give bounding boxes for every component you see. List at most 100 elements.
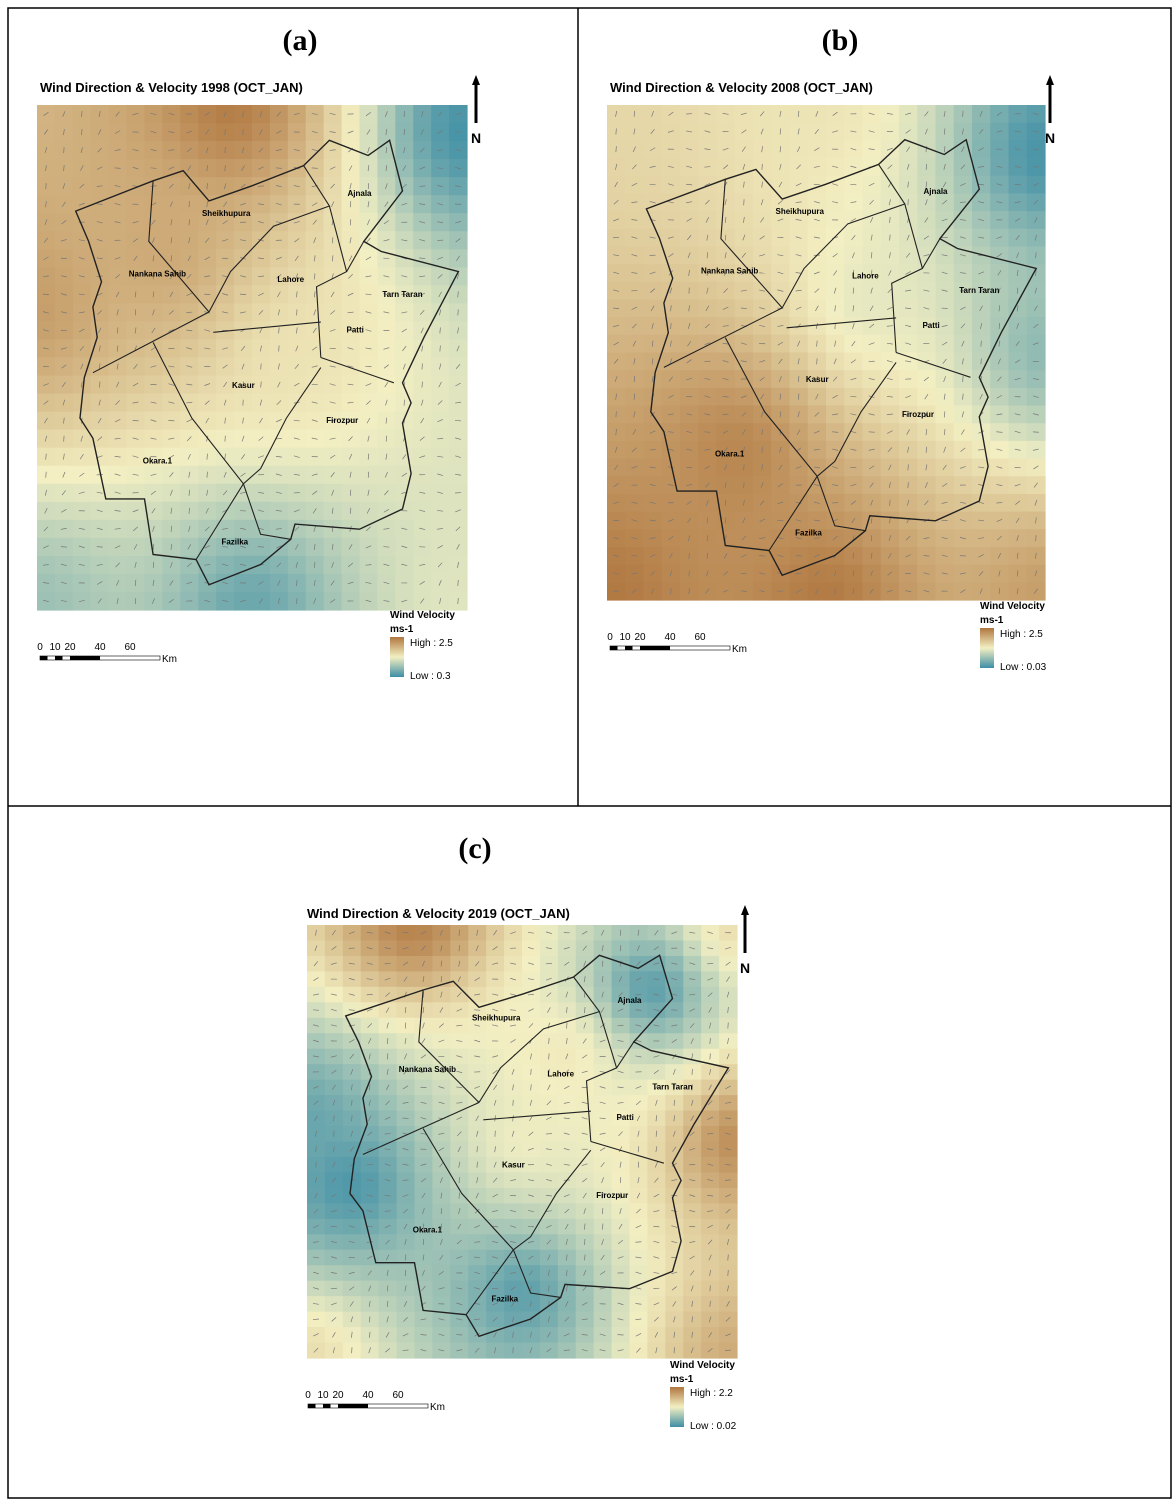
raster-cell (917, 193, 936, 211)
raster-cell (307, 1219, 326, 1235)
raster-cell (377, 466, 396, 485)
scale-tick: 0 (37, 642, 43, 653)
raster-cell (395, 592, 414, 611)
raster-cell (325, 1343, 344, 1359)
legend-high: High : 2.5 (1000, 629, 1043, 640)
raster-cell (127, 538, 146, 557)
district-label: Ajnala (347, 189, 372, 198)
raster-cell (972, 582, 991, 600)
raster-cell (342, 574, 361, 593)
raster-cell (540, 1219, 559, 1235)
raster-cell (665, 1142, 684, 1158)
raster-cell (607, 105, 626, 123)
raster-cell (717, 529, 736, 547)
raster-cell (899, 512, 918, 530)
raster-cell (540, 1111, 559, 1127)
raster-cell (607, 158, 626, 176)
raster-cell (735, 406, 754, 424)
raster-cell (270, 574, 289, 593)
raster-cell (73, 448, 92, 467)
raster-cell (234, 321, 253, 340)
raster-cell (680, 494, 699, 512)
raster-cell (954, 158, 973, 176)
raster-cell (644, 582, 663, 600)
raster-cell (377, 231, 396, 250)
district-label: Lahore (547, 1070, 574, 1079)
raster-cell (415, 1281, 434, 1297)
raster-cell (594, 1142, 613, 1158)
raster-cell (342, 430, 361, 449)
raster-cell (55, 339, 74, 358)
raster-cell (395, 321, 414, 340)
raster-cell (109, 394, 128, 413)
raster-cell (504, 1142, 523, 1158)
raster-cell (432, 1002, 451, 1018)
raster-cell (990, 229, 1009, 247)
raster-cell (55, 484, 74, 503)
raster-cell (826, 105, 845, 123)
raster-cell (698, 211, 717, 229)
raster-cell (324, 213, 343, 232)
raster-cell (790, 140, 809, 158)
raster-cell (881, 565, 900, 583)
raster-cell (325, 1172, 344, 1188)
raster-cell (431, 105, 450, 124)
raster-cell (972, 406, 991, 424)
raster-cell (1027, 176, 1046, 194)
raster-cell (288, 520, 307, 539)
raster-cell (719, 971, 738, 987)
raster-cell (936, 494, 955, 512)
raster-cell (719, 1281, 738, 1297)
raster-cell (395, 358, 414, 377)
raster-cell (198, 141, 217, 160)
raster-cell (397, 1203, 416, 1219)
raster-cell (899, 105, 918, 123)
raster-cell (719, 1188, 738, 1204)
district-label: Patti (617, 1113, 634, 1122)
map-title: Wind Direction & Velocity 2008 (OCT_JAN) (610, 80, 873, 95)
raster-cell (863, 582, 882, 600)
raster-cell (55, 394, 74, 413)
raster-cell (73, 159, 92, 178)
raster-cell (306, 303, 325, 322)
scale-tick: 20 (64, 642, 76, 653)
scale-tick: 20 (332, 1390, 344, 1401)
raster-cell (37, 538, 56, 557)
raster-cell (415, 925, 434, 941)
raster-cell (109, 285, 128, 304)
raster-cell (324, 177, 343, 196)
map-panel: (b)Wind Direction & Velocity 2008 (OCT_J… (607, 24, 1055, 673)
raster-cell (91, 574, 110, 593)
raster-cell (450, 1219, 469, 1235)
raster-cell (972, 565, 991, 583)
raster-cell (180, 285, 199, 304)
raster-cell (324, 484, 343, 503)
raster-cell (1009, 494, 1028, 512)
raster-cell (450, 956, 469, 972)
raster-cell (432, 1234, 451, 1250)
raster-cell (325, 1080, 344, 1096)
raster-cell (576, 1265, 595, 1281)
raster-cell (522, 1049, 541, 1065)
raster-cell (936, 476, 955, 494)
raster-cell (881, 547, 900, 565)
scale-tick: 10 (49, 642, 61, 653)
raster-cell (753, 211, 772, 229)
raster-cell (607, 176, 626, 194)
raster-cell (881, 158, 900, 176)
raster-cell (753, 229, 772, 247)
scale-tick: 60 (124, 642, 136, 653)
raster-cell (607, 335, 626, 353)
raster-cell (844, 494, 863, 512)
raster-cell (109, 141, 128, 160)
raster-cell (325, 1312, 344, 1328)
raster-cell (753, 388, 772, 406)
raster-cell (701, 1250, 720, 1266)
raster-cell (863, 335, 882, 353)
raster-cell (343, 1281, 362, 1297)
raster-cell (252, 394, 271, 413)
raster-cell (145, 303, 164, 322)
scale-tick: 20 (634, 632, 646, 643)
district-label: Ajnala (617, 996, 642, 1005)
raster-cell (413, 430, 432, 449)
